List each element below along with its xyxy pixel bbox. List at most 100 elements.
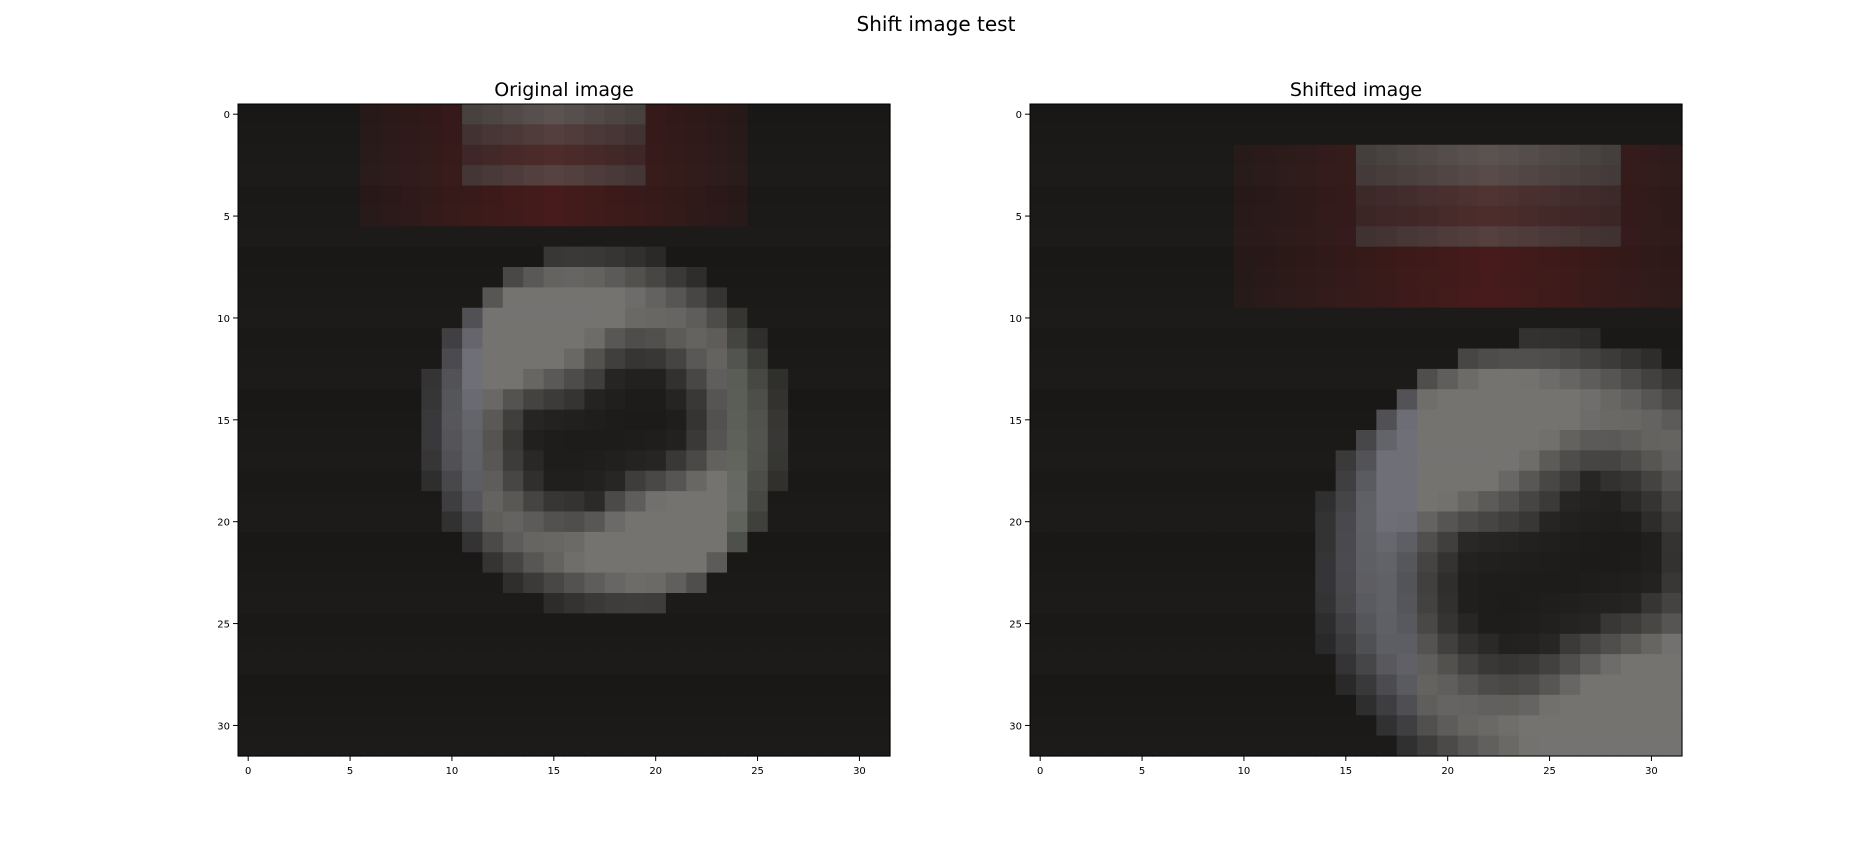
heatmap-cell — [319, 409, 341, 431]
heatmap-cell — [1417, 735, 1439, 757]
heatmap-cell — [523, 593, 545, 614]
heatmap-cell — [380, 389, 402, 411]
heatmap-cell — [808, 287, 830, 309]
heatmap-cell — [645, 389, 667, 411]
heatmap-cell — [502, 226, 524, 248]
heatmap-cell — [1559, 531, 1581, 553]
heatmap-cell — [1233, 572, 1255, 594]
heatmap-cell — [604, 389, 626, 411]
heatmap-cell — [1233, 694, 1255, 716]
heatmap-cell — [401, 165, 422, 187]
heatmap-cell — [1152, 491, 1174, 513]
heatmap-cell — [1233, 165, 1255, 187]
heatmap-cell — [1437, 531, 1459, 553]
heatmap-cell — [1457, 144, 1479, 166]
heatmap-cell — [625, 552, 647, 574]
heatmap-cell — [1233, 430, 1255, 451]
heatmap-cell — [1437, 613, 1459, 635]
heatmap-cell — [401, 226, 422, 248]
heatmap-cell — [1254, 348, 1276, 370]
heatmap-cell — [625, 735, 647, 757]
heatmap-cell — [1641, 368, 1663, 390]
heatmap-cell — [1294, 104, 1316, 125]
heatmap-cell — [625, 124, 647, 146]
heatmap-cell — [299, 287, 321, 309]
heatmap-cell — [849, 572, 871, 594]
heatmap-cell — [462, 124, 484, 146]
heatmap-cell — [1335, 430, 1357, 451]
heatmap-cell — [523, 307, 545, 329]
x-tick-label: 25 — [1543, 766, 1556, 777]
heatmap-cell — [380, 368, 402, 390]
heatmap-cell — [1152, 328, 1174, 350]
heatmap-cell — [1417, 205, 1439, 227]
heatmap-cell — [1580, 654, 1602, 676]
heatmap-cell — [1070, 735, 1092, 757]
heatmap-cell — [1539, 735, 1561, 757]
heatmap-cell — [1396, 593, 1418, 614]
heatmap-cell — [319, 633, 341, 655]
heatmap-cell — [299, 307, 321, 329]
heatmap-cell — [421, 409, 443, 431]
heatmap-cell — [1539, 572, 1561, 594]
heatmap-cell — [1356, 654, 1377, 676]
heatmap-cell — [564, 552, 585, 574]
heatmap-cell — [706, 735, 728, 757]
y-tick-label: 15 — [217, 416, 230, 427]
heatmap-cell — [258, 205, 280, 227]
heatmap-cell — [604, 104, 626, 125]
heatmap-cell — [1111, 654, 1133, 676]
heatmap-cell — [1193, 409, 1214, 431]
heatmap-cell — [258, 491, 280, 513]
heatmap-cell — [1030, 287, 1051, 309]
heatmap-cell — [869, 368, 891, 390]
heatmap-cell — [1376, 613, 1398, 635]
heatmap-cell — [1233, 633, 1255, 655]
heatmap-cell — [401, 654, 422, 676]
heatmap-cell — [1254, 430, 1276, 451]
heatmap-cell — [1030, 144, 1051, 166]
heatmap-cell — [1457, 430, 1479, 451]
heatmap-cell — [706, 552, 728, 574]
heatmap-cell — [441, 633, 463, 655]
heatmap-cell — [1498, 368, 1520, 390]
heatmap-cell — [441, 430, 463, 451]
heatmap-cell — [319, 267, 341, 288]
heatmap-cell — [584, 348, 606, 370]
heatmap-cell — [706, 144, 728, 166]
heatmap-cell — [564, 430, 585, 451]
heatmap-cell — [523, 674, 545, 696]
heatmap-cell — [665, 470, 687, 492]
heatmap-cell — [1050, 144, 1072, 166]
heatmap-cell — [380, 287, 402, 309]
heatmap-cell — [462, 450, 484, 472]
heatmap-cell — [665, 144, 687, 166]
heatmap-cell — [1315, 307, 1337, 329]
heatmap-cell — [1233, 104, 1255, 125]
heatmap-cell — [1457, 593, 1479, 614]
heatmap-cell — [360, 654, 382, 676]
heatmap-cell — [849, 613, 871, 635]
heatmap-cell — [1600, 470, 1622, 492]
heatmap-cell — [1335, 552, 1357, 574]
heatmap-cell — [502, 593, 524, 614]
heatmap-cell — [1661, 694, 1683, 716]
heatmap-cell — [849, 735, 871, 757]
heatmap-cell — [278, 613, 300, 635]
heatmap-cell — [1376, 531, 1398, 553]
heatmap-cell — [1131, 491, 1153, 513]
heatmap-cell — [523, 226, 545, 248]
heatmap-cell — [869, 267, 891, 288]
heatmap-cell — [1193, 328, 1214, 350]
heatmap-cell — [645, 348, 667, 370]
heatmap-cell — [299, 491, 321, 513]
heatmap-cell — [319, 246, 341, 268]
heatmap-cell — [1417, 165, 1439, 187]
heatmap-cell — [1580, 267, 1602, 288]
heatmap-cell — [564, 328, 585, 350]
heatmap-cell — [1498, 572, 1520, 594]
heatmap-cell — [1559, 368, 1581, 390]
heatmap-cell — [1254, 491, 1276, 513]
heatmap-cell — [319, 165, 341, 187]
heatmap-cell — [1417, 124, 1439, 146]
